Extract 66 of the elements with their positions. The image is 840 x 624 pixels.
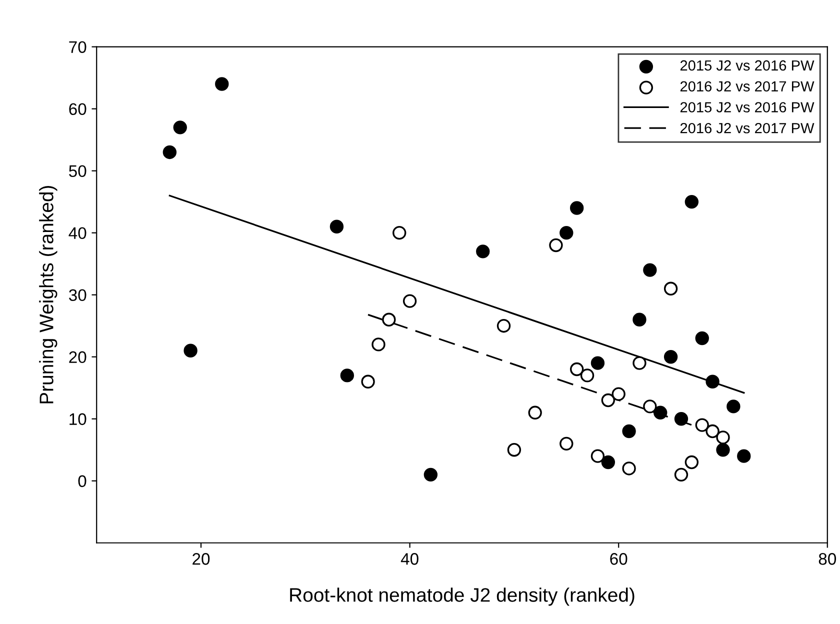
- point: [570, 201, 584, 215]
- point: [684, 194, 699, 209]
- legend-label: 2015 J2 vs 2016 PW: [680, 102, 814, 112]
- point: [706, 424, 720, 438]
- point: [184, 344, 198, 358]
- point: [590, 449, 605, 463]
- point: [330, 220, 344, 234]
- y-tick-label: 70: [69, 41, 86, 54]
- y-tick-label: 30: [68, 289, 86, 302]
- point: [674, 412, 688, 426]
- point: [402, 294, 417, 308]
- point: [392, 226, 406, 240]
- point: [382, 312, 396, 326]
- point: [654, 406, 668, 420]
- point: [695, 418, 709, 432]
- point: [726, 400, 740, 414]
- x-tick-label: 60: [610, 553, 628, 565]
- y-tick-label: 0: [78, 475, 86, 488]
- point: [549, 238, 563, 252]
- point: [737, 449, 751, 463]
- point: [643, 400, 657, 414]
- y-tick-label: 60: [69, 103, 86, 116]
- point: [215, 77, 229, 91]
- y-tick-label: 40: [68, 227, 86, 240]
- y-tick-label: 10: [70, 413, 86, 426]
- point: [632, 312, 646, 326]
- point: [528, 406, 542, 420]
- point: [695, 331, 709, 346]
- legend-label: 2016 J2 vs 2017 PW: [680, 122, 814, 134]
- point: [601, 455, 616, 470]
- x-tick-label: 40: [400, 553, 418, 565]
- y-tick-label: 50: [69, 165, 86, 178]
- legend-label: 2016 J2 vs 2017 PW: [680, 81, 814, 92]
- legend-label: 2015 J2 vs 2016 PW: [680, 60, 814, 71]
- point: [340, 368, 354, 382]
- point: [590, 356, 605, 370]
- point: [622, 462, 636, 476]
- point: [372, 338, 386, 352]
- point: [560, 436, 574, 451]
- point: [716, 443, 730, 457]
- point: [173, 120, 187, 134]
- point: [570, 362, 584, 376]
- x-tick-label: 20: [192, 553, 210, 565]
- point: [664, 282, 678, 296]
- point: [496, 318, 511, 333]
- point: [580, 368, 594, 382]
- point: [684, 455, 699, 470]
- point: [622, 424, 636, 438]
- point: [716, 430, 730, 444]
- point: [476, 244, 490, 258]
- point: [706, 374, 720, 389]
- point: [424, 468, 438, 482]
- y-tick-label: 20: [69, 351, 86, 364]
- point: [674, 468, 688, 482]
- point: [361, 374, 375, 389]
- point: [632, 356, 646, 370]
- y-axis-title: Pruning Weights (ranked): [39, 186, 58, 404]
- point: [560, 226, 574, 240]
- point: [664, 350, 678, 364]
- point: [643, 263, 657, 277]
- point: [507, 443, 522, 457]
- x-axis-title: Root-knot nematode J2 density (ranked): [290, 588, 634, 606]
- point: [162, 145, 177, 160]
- point: [601, 393, 616, 408]
- point: [612, 387, 626, 401]
- x-tick-label: 80: [818, 553, 836, 565]
